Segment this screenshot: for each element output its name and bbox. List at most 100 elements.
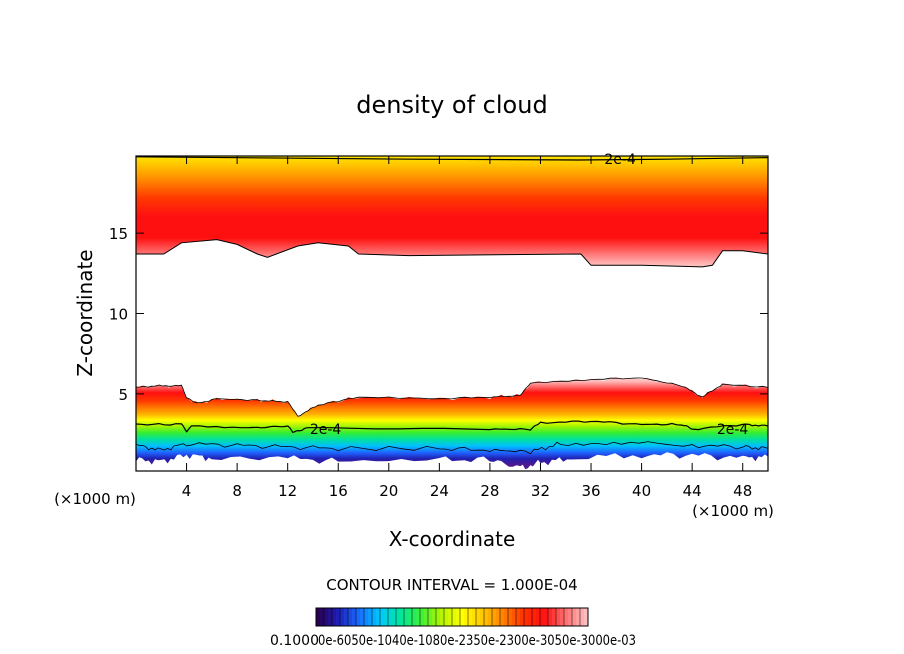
colorbar-cell bbox=[388, 608, 393, 626]
colorbar-cell bbox=[560, 608, 565, 626]
upper-cloud-layer bbox=[136, 156, 768, 267]
contour-label: 2e-4 bbox=[717, 422, 749, 438]
y-tick-label: 15 bbox=[109, 225, 128, 243]
contour-label: 2e-4 bbox=[310, 422, 342, 438]
colorbar-cell bbox=[340, 608, 345, 626]
colorbar-cell bbox=[456, 608, 461, 626]
colorbar-cell bbox=[584, 608, 589, 626]
x-axis-label: X-coordinate bbox=[389, 527, 516, 551]
colorbar-cell bbox=[528, 608, 533, 626]
colorbar-cell bbox=[432, 608, 437, 626]
colorbar-cell bbox=[352, 608, 357, 626]
y-axis-ticks: 5 10 15 bbox=[109, 225, 768, 404]
colorbar-cell bbox=[552, 608, 557, 626]
colorbar-cell bbox=[464, 608, 469, 626]
colorbar-cell bbox=[452, 608, 457, 626]
colorbar-frame bbox=[315, 607, 589, 627]
colorbar-cell bbox=[328, 608, 333, 626]
colorbar-cell bbox=[480, 608, 485, 626]
x-unit-label-left: (×1000 m) bbox=[54, 490, 136, 508]
plot-area bbox=[136, 156, 768, 471]
chart-title: density of cloud bbox=[356, 91, 547, 119]
lower-cloud-layer bbox=[136, 377, 768, 470]
colorbar-cell bbox=[492, 608, 497, 626]
x-tick-label: 32 bbox=[531, 482, 550, 500]
x-tick-label: 24 bbox=[430, 482, 449, 500]
x-tick-label: 28 bbox=[480, 482, 499, 500]
colorbar-cell bbox=[404, 608, 409, 626]
x-tick-label: 40 bbox=[632, 482, 651, 500]
y-tick-label: 10 bbox=[109, 306, 128, 324]
colorbar-cell bbox=[472, 608, 477, 626]
contour-upper-base bbox=[136, 239, 768, 268]
contour-lower-top bbox=[136, 377, 768, 417]
colorbar-cell bbox=[380, 608, 385, 626]
colorbar-overlap-labels: 0e-6050e-1040e-1080e-2350e-2300e-3050e-3… bbox=[318, 633, 636, 649]
colorbar-cell bbox=[324, 608, 329, 626]
colorbar-cell bbox=[320, 608, 325, 626]
colorbar-cell bbox=[364, 608, 369, 626]
colorbar-cell bbox=[400, 608, 405, 626]
y-axis-label: Z-coordinate bbox=[73, 249, 97, 376]
colorbar-cell bbox=[412, 608, 417, 626]
colorbar-cell bbox=[540, 608, 545, 626]
x-tick-label: 12 bbox=[278, 482, 297, 500]
colorbar-cell bbox=[524, 608, 529, 626]
colorbar-cell bbox=[392, 608, 397, 626]
colorbar-cell bbox=[504, 608, 509, 626]
x-tick-label: 44 bbox=[683, 482, 702, 500]
colorbar-cell bbox=[476, 608, 481, 626]
colorbar-min-label: 0.1000 bbox=[270, 633, 319, 649]
colorbar-cell bbox=[500, 608, 505, 626]
contour-label: 2e-4 bbox=[604, 152, 636, 168]
colorbar-cell bbox=[516, 608, 521, 626]
colorbar-cell bbox=[356, 608, 361, 626]
x-tick-label: 48 bbox=[733, 482, 752, 500]
colorbar-cell bbox=[396, 608, 401, 626]
colorbar-cell bbox=[416, 608, 421, 626]
contour-labels: 2e-4 2e-4 2e-4 bbox=[310, 152, 749, 438]
colorbar-cell bbox=[344, 608, 349, 626]
colorbar-cell bbox=[568, 608, 573, 626]
colorbar-cell bbox=[488, 608, 493, 626]
colorbar-cell bbox=[536, 608, 541, 626]
colorbar-cell bbox=[368, 608, 373, 626]
colorbar-cell bbox=[576, 608, 581, 626]
colorbar-cell bbox=[428, 608, 433, 626]
contour-lower-inner bbox=[136, 441, 768, 455]
colorbar-cell bbox=[448, 608, 453, 626]
x-axis-ticks: 4 8 12 16 20 24 28 32 36 40 44 48 bbox=[182, 156, 752, 500]
colorbar-cell bbox=[332, 608, 337, 626]
colorbar-cell bbox=[468, 608, 473, 626]
colorbar-cell bbox=[496, 608, 501, 626]
colorbar-cell bbox=[532, 608, 537, 626]
y-tick-label: 5 bbox=[118, 386, 128, 404]
colorbar-cell bbox=[316, 608, 321, 626]
colorbar-cell bbox=[444, 608, 449, 626]
contour-2e-4-lower bbox=[136, 420, 768, 434]
colorbar-cell bbox=[440, 608, 445, 626]
colorbar-cell bbox=[548, 608, 553, 626]
x-tick-label: 4 bbox=[182, 482, 192, 500]
colorbar-cell bbox=[512, 608, 517, 626]
colorbar-cell bbox=[348, 608, 353, 626]
x-tick-label: 8 bbox=[232, 482, 242, 500]
colorbar-cell bbox=[556, 608, 561, 626]
colorbar-cell bbox=[484, 608, 489, 626]
colorbar-cell bbox=[408, 608, 413, 626]
colorbar-cell bbox=[544, 608, 549, 626]
contour-interval-text: CONTOUR INTERVAL = 1.000E-04 bbox=[326, 576, 577, 594]
colorbar-cell bbox=[520, 608, 525, 626]
colorbar bbox=[315, 608, 589, 626]
contour-lines bbox=[136, 156, 768, 455]
colorbar-cell bbox=[572, 608, 577, 626]
colorbar-cell bbox=[580, 608, 585, 626]
colorbar-cell bbox=[360, 608, 365, 626]
colorbar-cell bbox=[372, 608, 377, 626]
colorbar-cell bbox=[508, 608, 513, 626]
x-unit-label-right: (×1000 m) bbox=[692, 502, 774, 520]
x-tick-label: 36 bbox=[581, 482, 600, 500]
x-tick-label: 20 bbox=[379, 482, 398, 500]
colorbar-cell bbox=[420, 608, 425, 626]
